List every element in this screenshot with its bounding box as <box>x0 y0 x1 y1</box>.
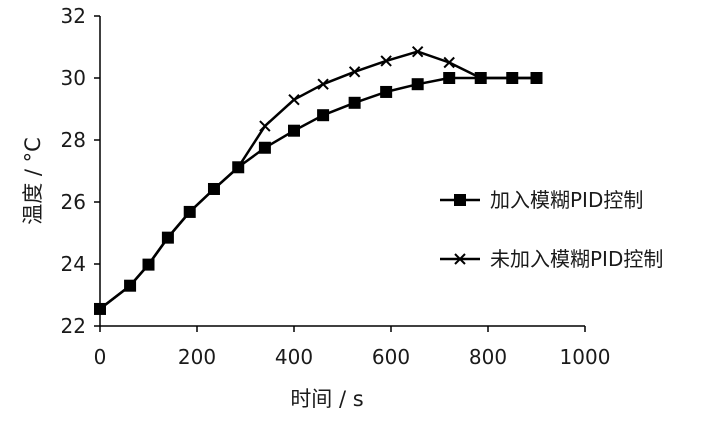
chart-axes <box>99 16 585 327</box>
data-point-square-marker <box>142 258 155 271</box>
x-tick-label: 0 <box>94 345 107 369</box>
x-tick-label: 600 <box>372 345 410 369</box>
data-point-x-marker <box>288 93 300 106</box>
legend-square-marker <box>454 194 466 206</box>
legend-label: 加入模糊PID控制 <box>490 188 643 212</box>
data-point-x-marker <box>317 78 329 90</box>
y-axis-title: 温度 / °C <box>21 137 45 225</box>
data-point-square-marker <box>506 72 519 84</box>
series-layer <box>94 45 543 315</box>
data-point-x-marker <box>348 66 361 78</box>
data-point-square-marker <box>288 124 300 137</box>
data-point-square-marker <box>94 302 106 315</box>
legend-label: 未加入模糊PID控制 <box>490 247 663 271</box>
data-point-square-marker <box>183 205 196 218</box>
data-point-square-marker <box>161 231 174 244</box>
data-point-square-marker <box>380 85 393 98</box>
y-tick-label: 24 <box>61 252 86 276</box>
data-point-square-marker <box>258 141 271 154</box>
x-tick-label: 400 <box>275 345 313 369</box>
data-point-x-marker <box>411 45 424 58</box>
data-point-x-marker <box>380 55 392 67</box>
data-point-square-marker <box>207 182 220 195</box>
data-point-square-marker <box>411 78 424 91</box>
data-point-square-marker <box>530 72 543 84</box>
y-tick-label: 22 <box>61 314 86 338</box>
data-point-x-marker <box>443 56 455 69</box>
axis-ticks: 22 24 26 28 30 32 0 200 400 600 800 1000 <box>61 4 611 369</box>
legend-x-marker <box>454 253 466 265</box>
x-tick-label: 800 <box>469 345 507 369</box>
data-point-square-marker <box>317 109 330 122</box>
legend-item: 加入模糊PID控制 <box>440 188 643 212</box>
data-point-square-marker <box>232 161 245 174</box>
data-point-x-marker <box>259 120 271 132</box>
data-point-square-marker <box>474 72 487 84</box>
series-1 <box>94 45 543 315</box>
data-point-square-marker <box>348 96 361 109</box>
x-tick-label: 1000 <box>560 345 611 369</box>
series-0 <box>94 72 543 315</box>
y-tick-label: 26 <box>61 190 86 214</box>
y-tick-label: 28 <box>61 128 86 152</box>
series-line <box>99 50 537 310</box>
y-tick-label: 32 <box>61 4 86 28</box>
data-point-square-marker <box>443 72 456 84</box>
x-axis-title: 时间 / s <box>290 387 363 411</box>
x-tick-label: 200 <box>178 345 216 369</box>
legend-item: 未加入模糊PID控制 <box>440 247 663 271</box>
data-point-square-marker <box>124 279 137 292</box>
y-tick-label: 30 <box>61 66 86 90</box>
